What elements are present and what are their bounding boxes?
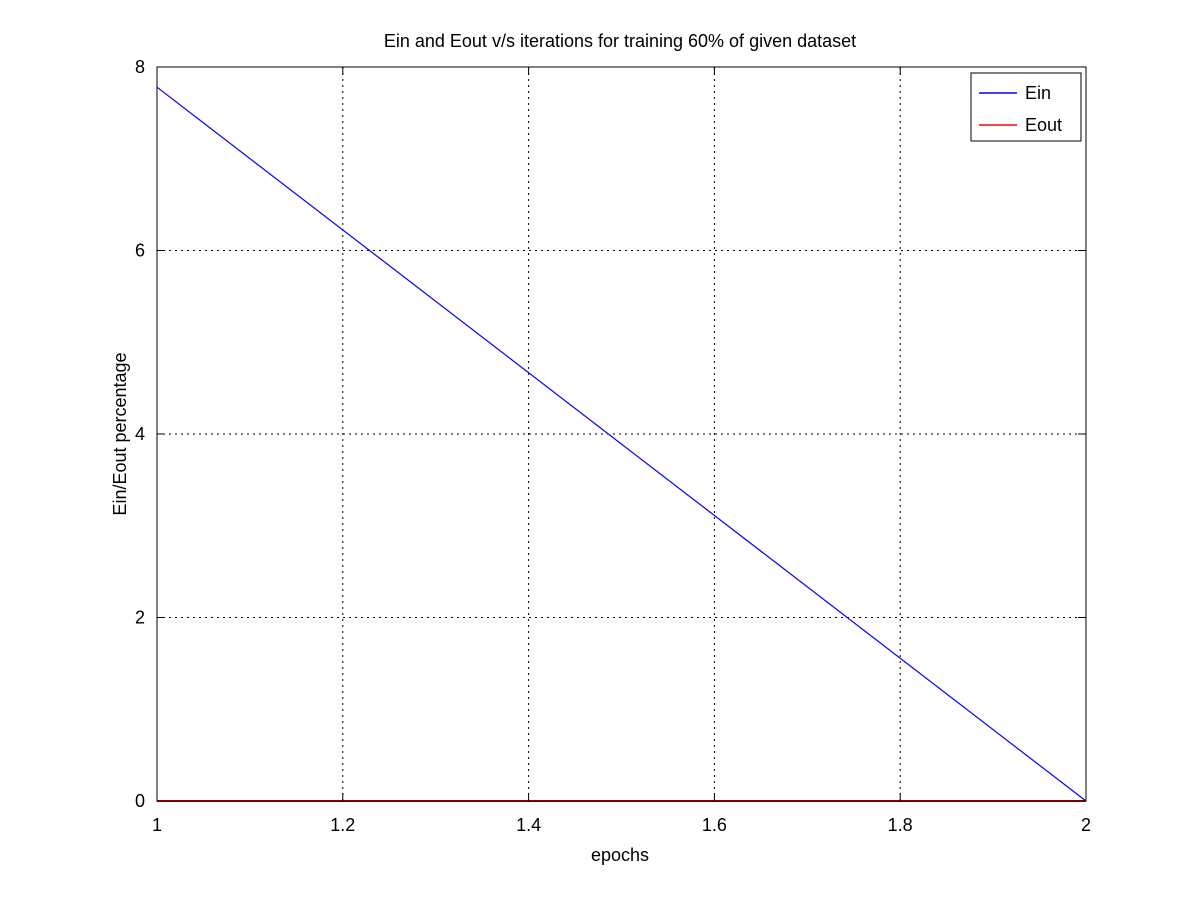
axis-tick-labels: 1 1.2 1.4 1.6 1.8 2 0 2 4 6 8 <box>135 57 1091 835</box>
legend-label-ein: Ein <box>1025 83 1051 103</box>
y-tick-label: 4 <box>135 424 145 444</box>
legend-box <box>970 72 1082 142</box>
x-tick-label: 1.6 <box>702 815 727 835</box>
x-tick-label: 1.2 <box>330 815 355 835</box>
y-tick-label: 8 <box>135 57 145 77</box>
chart-title: Ein and Eout v/s iterations for training… <box>384 31 856 51</box>
legend-label-eout: Eout <box>1025 115 1062 135</box>
y-tick-label: 0 <box>135 791 145 811</box>
x-tick-label: 2 <box>1081 815 1091 835</box>
x-axis-label: epochs <box>591 845 649 865</box>
x-tick-label: 1.8 <box>888 815 913 835</box>
x-tick-label: 1 <box>152 815 162 835</box>
x-tick-label: 1.4 <box>516 815 541 835</box>
y-tick-label: 6 <box>135 241 145 261</box>
y-axis-label: Ein/Eout percentage <box>110 352 130 515</box>
series-line-ein <box>156 86 1087 802</box>
axis-ticks <box>156 66 1087 802</box>
legend: Ein Eout <box>970 72 1082 142</box>
y-tick-label: 2 <box>135 608 145 628</box>
grid <box>157 67 1086 801</box>
